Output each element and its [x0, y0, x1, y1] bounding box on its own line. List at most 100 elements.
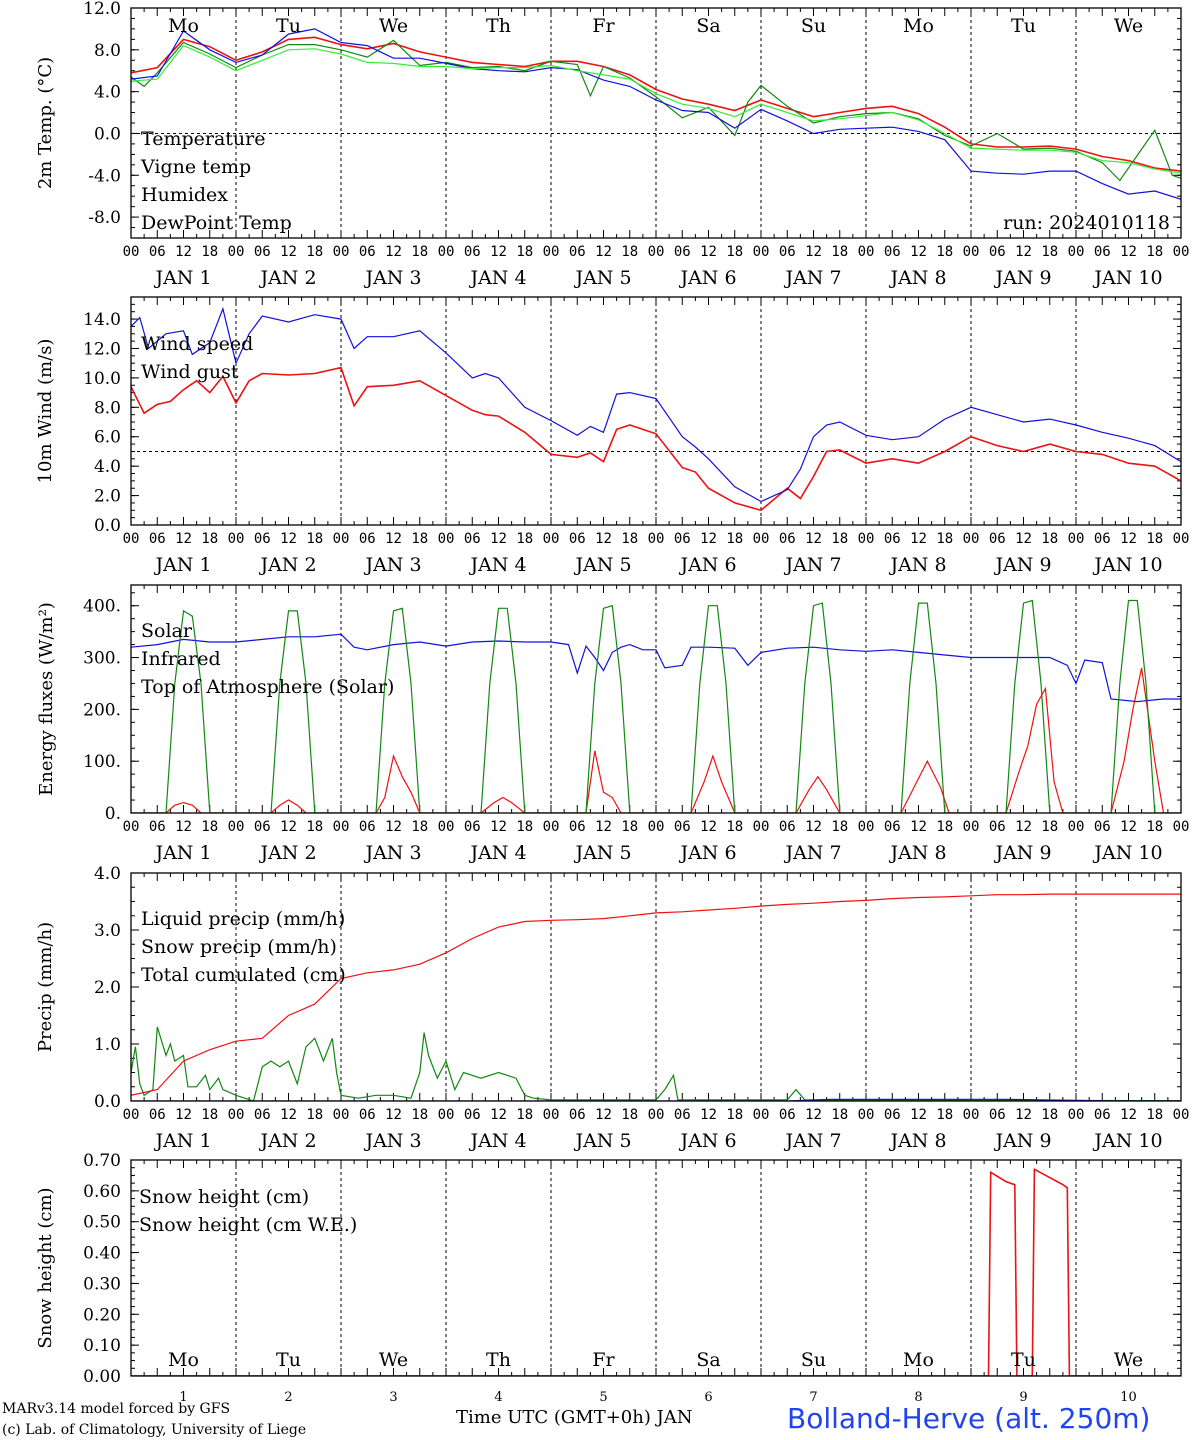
weekday-label: Tu	[1011, 15, 1036, 37]
day-number-label: 7	[809, 1390, 817, 1405]
hour-tick-label: 18	[411, 1107, 428, 1123]
hour-tick-label: 06	[884, 531, 901, 547]
y-tick-label: 6.0	[94, 428, 121, 448]
y-tick-label: 200.	[83, 700, 121, 720]
hour-tick-label: 06	[674, 531, 691, 547]
hour-tick-label: 00	[648, 531, 665, 547]
hour-tick-label: 00	[333, 1107, 350, 1123]
x-axis-label: Time UTC (GMT+0h) JAN	[456, 1407, 693, 1428]
y-tick-label: 400.	[83, 597, 121, 617]
hour-tick-label: 06	[464, 244, 481, 260]
series-line-vigne-temp	[131, 39, 1181, 182]
hour-tick-label: 18	[936, 244, 953, 260]
date-label: JAN 6	[678, 842, 736, 864]
weekday-label: We	[379, 15, 408, 37]
hour-tick-label: 06	[884, 244, 901, 260]
hour-tick-label: 06	[884, 819, 901, 835]
hour-tick-label: 12	[1120, 819, 1137, 835]
hour-tick-label: 18	[726, 1107, 743, 1123]
hour-tick-label: 00	[858, 531, 875, 547]
hour-tick-label: 06	[569, 819, 586, 835]
series-line-wind-speed	[131, 366, 1181, 512]
y-tick-label: 4.0	[94, 864, 121, 884]
hour-tick-label: 18	[516, 819, 533, 835]
legend-entry: Wind gust	[141, 361, 239, 383]
hour-tick-label: 06	[779, 1107, 796, 1123]
hour-tick-label: 12	[595, 1107, 612, 1123]
hour-tick-label: 06	[779, 531, 796, 547]
hour-tick-label: 06	[1094, 244, 1111, 260]
date-label: JAN 6	[678, 554, 736, 576]
hour-tick-label: 12	[490, 531, 507, 547]
hour-tick-label: 06	[1094, 1107, 1111, 1123]
hour-tick-label: 06	[1094, 819, 1111, 835]
date-label: JAN 3	[363, 554, 421, 576]
hour-tick-label: 12	[280, 531, 297, 547]
hour-tick-label: 12	[595, 819, 612, 835]
hour-tick-label: 12	[280, 244, 297, 260]
date-label: JAN 3	[363, 267, 421, 289]
hour-tick-label: 06	[569, 1107, 586, 1123]
series-line-solar	[131, 667, 1181, 813]
legend-entry: Solar	[141, 620, 193, 642]
weekday-label: Mo	[168, 15, 199, 37]
hour-tick-label: 00	[1173, 1107, 1190, 1123]
series-group	[131, 893, 1181, 1101]
date-label: JAN 6	[678, 1130, 736, 1152]
hour-tick-label: 18	[306, 531, 323, 547]
hour-tick-label: 06	[989, 531, 1006, 547]
hour-tick-label: 00	[123, 531, 140, 547]
hour-tick-label: 12	[1015, 531, 1032, 547]
series-line-snow-height-cm-	[131, 1167, 1181, 1376]
hour-tick-label: 06	[884, 1107, 901, 1123]
date-label: JAN 10	[1092, 1130, 1162, 1152]
hour-tick-label: 06	[149, 1107, 166, 1123]
hour-tick-label: 12	[1015, 1107, 1032, 1123]
hour-tick-label: 18	[726, 244, 743, 260]
y-tick-label: 0.70	[83, 1151, 121, 1171]
hour-tick-label: 00	[228, 1107, 245, 1123]
series-line-total-cumulated-cm-	[131, 893, 1181, 1096]
hour-tick-label: 12	[175, 1107, 192, 1123]
hour-tick-label: 06	[989, 819, 1006, 835]
y-tick-label: 8.0	[94, 398, 121, 418]
date-label: JAN 2	[258, 842, 316, 864]
hour-tick-label: 12	[1120, 531, 1137, 547]
date-label: JAN 10	[1092, 842, 1162, 864]
hour-tick-label: 00	[1068, 531, 1085, 547]
y-tick-label: 0.0	[94, 124, 121, 144]
day-number-label: 9	[1019, 1390, 1027, 1405]
hour-tick-label: 18	[621, 1107, 638, 1123]
date-label: JAN 8	[888, 1130, 946, 1152]
series-group	[131, 306, 1181, 512]
hour-tick-label: 18	[1041, 244, 1058, 260]
hour-tick-label: 06	[254, 819, 271, 835]
hour-tick-label: 12	[805, 244, 822, 260]
hour-tick-label: 18	[1041, 531, 1058, 547]
day-number-label: 6	[704, 1390, 712, 1405]
hour-tick-label: 06	[149, 819, 166, 835]
station-name: Bolland-Herve (alt. 250m)	[787, 1402, 1150, 1435]
footer-model-line: MARv3.14 model forced by GFS	[2, 1401, 230, 1417]
y-tick-label: 100.	[83, 752, 121, 772]
hour-tick-label: 00	[1173, 531, 1190, 547]
hour-tick-label: 00	[543, 1107, 560, 1123]
hour-tick-label: 06	[359, 244, 376, 260]
date-label: JAN 10	[1092, 267, 1162, 289]
hour-tick-label: 00	[648, 819, 665, 835]
date-label: JAN 7	[783, 842, 841, 864]
hour-tick-label: 18	[306, 1107, 323, 1123]
hour-tick-label: 18	[831, 531, 848, 547]
hour-tick-label: 12	[910, 819, 927, 835]
series-group	[131, 28, 1181, 200]
weekday-label: Tu	[1011, 1349, 1036, 1371]
date-label: JAN 4	[468, 267, 526, 289]
panel-frame	[130, 296, 1182, 526]
day-number-label: 5	[599, 1390, 607, 1405]
hour-tick-label: 12	[385, 819, 402, 835]
date-label: JAN 9	[993, 267, 1051, 289]
hour-tick-label: 18	[1041, 819, 1058, 835]
hour-tick-label: 00	[753, 1107, 770, 1123]
hour-tick-label: 06	[779, 244, 796, 260]
hour-tick-label: 12	[700, 244, 717, 260]
